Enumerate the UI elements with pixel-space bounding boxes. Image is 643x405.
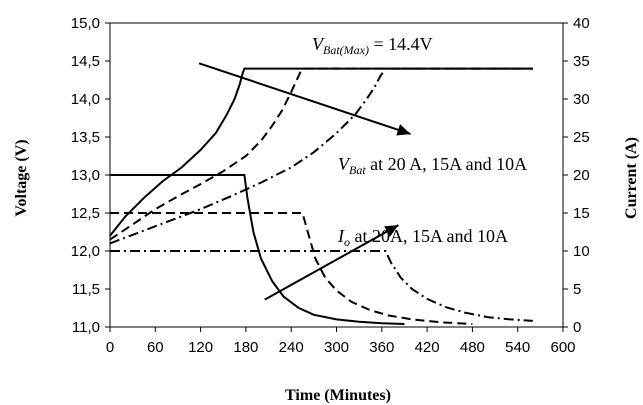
- right-tick-label: 15: [573, 205, 590, 222]
- left-tick-label: 12,5: [71, 205, 100, 222]
- x-tick-label: 120: [188, 339, 213, 356]
- io-annotation: Io at 20A, 15A and 10A: [337, 226, 508, 249]
- right-tick-label: 5: [573, 281, 581, 298]
- current-arrow-head: [384, 225, 399, 237]
- x-tick-label: 60: [147, 339, 164, 356]
- x-tick-label: 360: [369, 339, 394, 356]
- x-tick-label: 180: [233, 339, 258, 356]
- x-tick-label: 480: [460, 339, 485, 356]
- vbat-symbol: V: [338, 154, 351, 174]
- left-tick-label: 14,5: [71, 53, 100, 70]
- vbat-annotation: VBat at 20 A, 15A and 10A: [338, 154, 527, 177]
- x-tick-label: 420: [415, 339, 440, 356]
- left-axis-title: Voltage (V): [13, 139, 30, 216]
- voltage-arrow-head: [396, 124, 411, 136]
- right-axis-ticks: 0 5 10 15 20 25 30 35 40: [563, 15, 590, 336]
- right-axis-title: Current (A): [623, 137, 640, 219]
- right-tick-label: 0: [573, 319, 581, 336]
- right-tick-label: 20: [573, 167, 590, 184]
- io-subscript: o: [344, 235, 350, 249]
- right-tick-label: 40: [573, 15, 590, 32]
- right-tick-label: 10: [573, 243, 590, 260]
- right-tick-label: 30: [573, 91, 590, 108]
- current-series-solid-3: [110, 174, 405, 325]
- left-tick-label: 14,0: [71, 91, 100, 108]
- left-tick-label: 11,5: [72, 281, 100, 298]
- voltage-series-solid-0: [109, 67, 533, 237]
- x-tick-label: 600: [550, 339, 575, 356]
- x-axis-ticks: 0 60 120 180 240 300 360 420 480 540 600: [106, 327, 576, 356]
- left-tick-label: 12,0: [71, 243, 100, 260]
- series-group: [109, 67, 533, 325]
- right-tick-label: 25: [573, 129, 590, 146]
- x-axis-title: Time (Minutes): [285, 387, 391, 404]
- voltage-series-dashed-1: [109, 67, 533, 241]
- current-arrow-shaft: [264, 224, 399, 301]
- current-series-dashed-4: [110, 212, 473, 325]
- current-series-dash-dot-5: [110, 250, 533, 322]
- left-axis-ticks: 11,0 11,5 12,0 12,5 13,0 13,5 14,0 14,5 15,0: [71, 15, 110, 336]
- left-tick-label: 15,0: [71, 15, 100, 32]
- x-tick-label: 240: [279, 339, 304, 356]
- vmax-subscript: Bat(Max): [323, 43, 369, 57]
- arrow-group: [198, 62, 411, 301]
- io-symbol: I: [337, 226, 345, 246]
- vbat-subscript: Bat: [349, 163, 366, 177]
- vmax-value: = 14.4V: [369, 34, 433, 54]
- x-tick-label: 540: [505, 339, 530, 356]
- vmax-symbol: V: [312, 34, 325, 54]
- io-label: at 20A, 15A and 10A: [350, 226, 508, 246]
- left-tick-label: 11,0: [72, 319, 100, 336]
- right-tick-label: 35: [573, 53, 590, 70]
- x-tick-label: 0: [106, 339, 114, 356]
- voltage-series-dash-dot-2: [109, 67, 533, 245]
- voltage-arrow-shaft: [198, 62, 411, 135]
- vbat-label: at 20 A, 15A and 10A: [366, 154, 528, 174]
- vmax-annotation: VBat(Max) = 14.4V: [312, 34, 433, 57]
- left-tick-label: 13,5: [71, 129, 100, 146]
- left-tick-label: 13,0: [71, 167, 100, 184]
- x-tick-label: 300: [324, 339, 349, 356]
